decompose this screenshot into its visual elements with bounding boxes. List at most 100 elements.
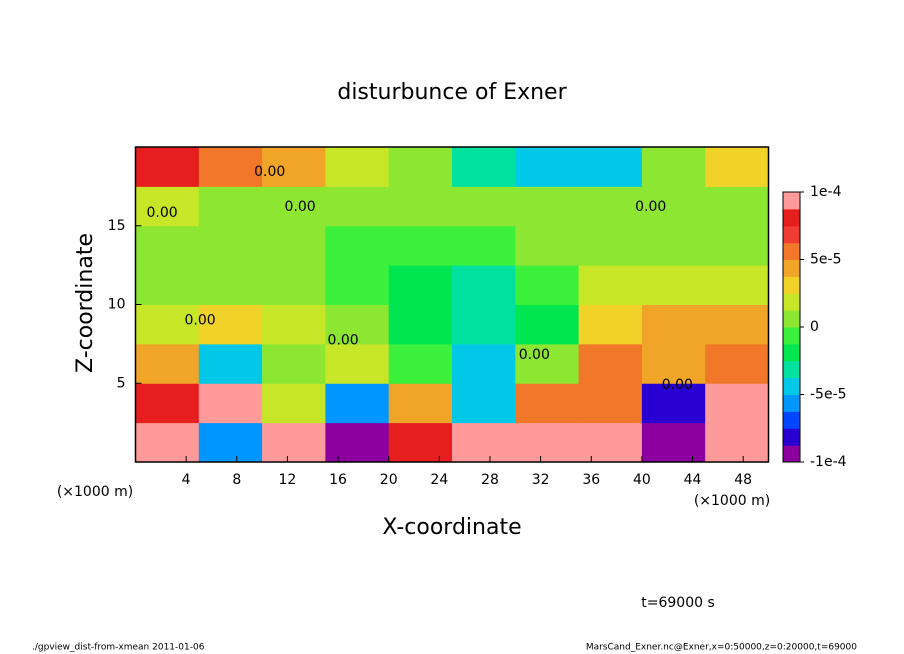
heat-cell <box>515 186 580 227</box>
colorbar-segment <box>783 343 800 362</box>
heat-cell <box>515 343 580 384</box>
colorbar-segment <box>783 428 800 446</box>
contour-label: 0.00 <box>147 205 178 221</box>
heat-cell <box>515 304 580 345</box>
heat-cell <box>262 422 326 463</box>
heat-cell <box>135 186 200 227</box>
heat-cell <box>641 383 706 424</box>
x-tick-label: 24 <box>430 472 448 488</box>
heat-cell <box>325 343 390 384</box>
heat-cell <box>452 265 516 305</box>
y-tick-label: 10 <box>108 297 126 313</box>
heat-cell <box>198 147 263 187</box>
heat-cell <box>578 265 643 305</box>
heat-cell <box>641 422 706 463</box>
colorbar-segment <box>783 259 800 277</box>
colorbar-tick-label: -1e-4 <box>810 454 847 470</box>
heat-cell <box>452 225 516 266</box>
heat-cell <box>452 343 516 384</box>
heat-cell <box>515 383 580 424</box>
heat-cell <box>452 422 516 463</box>
heat-cell <box>198 304 263 345</box>
contour-label: 0.00 <box>284 199 315 215</box>
heat-cell <box>388 422 453 463</box>
heat-cell <box>641 265 706 305</box>
heat-cell <box>705 383 769 424</box>
x-tick-label: 28 <box>481 472 499 488</box>
heat-cell <box>641 225 706 266</box>
heat-cell <box>705 265 769 305</box>
colorbar-tick-label: -5e-5 <box>810 387 847 403</box>
x-tick-label: 8 <box>232 472 241 488</box>
heat-cell <box>325 147 390 187</box>
heat-cell <box>452 383 516 424</box>
contour-label: 0.00 <box>328 333 359 349</box>
colorbar-segment <box>783 208 800 227</box>
heat-cell <box>198 265 263 305</box>
x-tick-label: 16 <box>329 472 347 488</box>
heat-cell <box>262 383 326 424</box>
heat-cell <box>578 422 643 463</box>
x-tick-label: 44 <box>684 472 702 488</box>
heat-cell <box>198 225 263 266</box>
y-tick-label: 5 <box>117 375 126 391</box>
heat-cell <box>388 265 453 305</box>
heat-cell <box>578 186 643 227</box>
heat-cell <box>705 225 769 266</box>
heat-cell <box>325 186 390 227</box>
colorbar-segment <box>783 293 800 311</box>
heat-cell <box>578 147 643 187</box>
footer-left: ./gpview_dist-from-xmean 2011-01-06 <box>32 643 205 653</box>
heat-cell <box>388 186 453 227</box>
heat-cell <box>135 147 200 187</box>
heat-cell <box>135 304 200 345</box>
contour-label: 0.00 <box>519 347 550 363</box>
footer-right: MarsCand_Exner.nc@Exner,x=0:50000,z=0:20… <box>586 643 857 653</box>
heat-cell <box>452 186 516 227</box>
colorbar-tick-label: 1e-4 <box>810 184 842 200</box>
heat-cell <box>198 422 263 463</box>
heat-cell <box>198 383 263 424</box>
contour-label: 0.00 <box>184 312 215 328</box>
colorbar-tick-label: 5e-5 <box>810 252 841 268</box>
heat-cell <box>578 383 643 424</box>
colorbar-segment <box>783 377 800 395</box>
heat-cell <box>578 343 643 384</box>
heat-cell <box>325 265 390 305</box>
x-unit-label: (×1000 m) <box>57 484 133 500</box>
heat-cell <box>325 422 390 463</box>
heat-cell <box>515 422 580 463</box>
y-tick-label: 15 <box>108 218 126 234</box>
heat-cell <box>515 265 580 305</box>
heat-cell <box>325 225 390 266</box>
heat-cell <box>705 147 769 187</box>
colorbar-segment <box>783 192 800 210</box>
heat-cell <box>325 304 390 345</box>
heat-cell <box>388 343 453 384</box>
time-label: t=69000 s <box>641 595 715 611</box>
colorbar-segment <box>783 276 800 294</box>
heat-cell <box>198 343 263 384</box>
colorbar-segment <box>783 360 800 379</box>
x-tick-label: 32 <box>532 472 550 488</box>
heat-cell <box>641 147 706 187</box>
heat-cell <box>641 304 706 345</box>
heat-cell <box>452 147 516 187</box>
contour-label: 0.00 <box>662 377 693 393</box>
colorbar-tick-label: 0 <box>810 319 819 335</box>
x-tick-label: 20 <box>380 472 398 488</box>
heat-cell <box>388 147 453 187</box>
heat-cell <box>578 225 643 266</box>
heat-cell <box>641 343 706 384</box>
heat-cell <box>641 186 706 227</box>
heat-cell <box>705 304 769 345</box>
x-tick-label: 40 <box>633 472 651 488</box>
heat-cell <box>262 265 326 305</box>
y-axis-label: Z-coordinate <box>73 233 98 373</box>
x-unit-label: (×1000 m) <box>694 493 770 509</box>
heat-cell <box>135 225 200 266</box>
heat-cell <box>135 422 200 463</box>
heat-cell <box>578 304 643 345</box>
heat-cell <box>705 343 769 384</box>
